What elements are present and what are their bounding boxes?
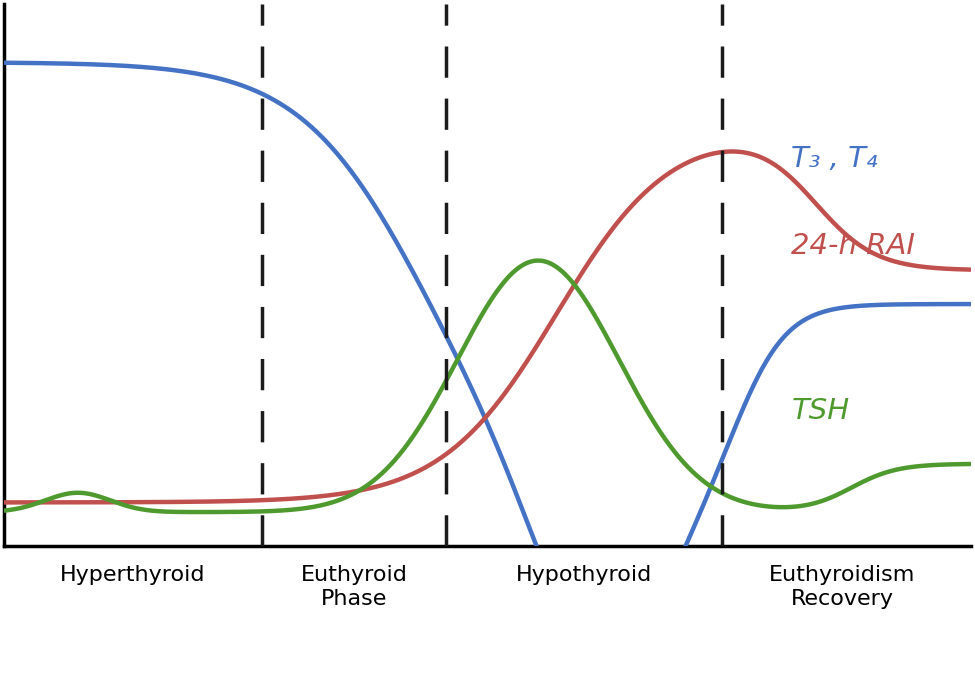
Text: Hyperthyroid: Hyperthyroid xyxy=(60,565,206,585)
Text: 24-h RAI: 24-h RAI xyxy=(792,232,916,260)
Text: Euthyroidism
Recovery: Euthyroidism Recovery xyxy=(768,565,916,608)
Text: Euthyroid
Phase: Euthyroid Phase xyxy=(300,565,408,608)
Text: Hypothyroid: Hypothyroid xyxy=(516,565,652,585)
Text: TSH: TSH xyxy=(792,397,849,425)
Text: T₃ , T₄: T₃ , T₄ xyxy=(792,145,878,173)
